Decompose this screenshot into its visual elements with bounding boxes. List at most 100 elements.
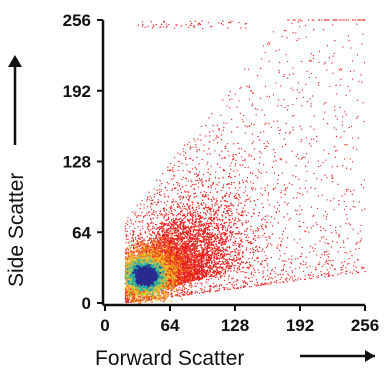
scatter-point bbox=[254, 108, 256, 110]
scatter-point bbox=[277, 244, 279, 246]
scatter-point bbox=[266, 245, 269, 247]
scatter-point bbox=[283, 281, 285, 283]
scatter-point bbox=[324, 102, 327, 104]
scatter-point bbox=[258, 284, 260, 286]
scatter-point bbox=[276, 247, 278, 250]
scatter-point bbox=[181, 288, 184, 290]
scatter-point bbox=[214, 276, 217, 278]
scatter-point bbox=[163, 209, 165, 211]
scatter-point bbox=[326, 213, 329, 216]
scatter-point bbox=[194, 282, 196, 284]
scatter-point bbox=[324, 261, 327, 263]
scatter-point bbox=[189, 218, 192, 220]
scatter-point bbox=[309, 265, 311, 267]
scatter-point bbox=[253, 274, 255, 276]
scatter-point bbox=[243, 280, 246, 282]
scatter-point bbox=[289, 131, 291, 133]
scatter-point bbox=[141, 221, 143, 223]
scatter-point bbox=[183, 205, 186, 208]
scatter-point bbox=[170, 236, 172, 238]
scatter-point bbox=[264, 279, 267, 281]
scatter-point bbox=[153, 210, 155, 212]
scatter-point bbox=[248, 266, 250, 269]
scatter-point bbox=[132, 234, 134, 236]
scatter-point bbox=[252, 247, 254, 249]
scatter-point bbox=[207, 273, 210, 276]
scatter-point bbox=[238, 258, 240, 260]
scatter-point bbox=[255, 246, 257, 248]
scatter-point bbox=[228, 275, 230, 278]
scatter-point bbox=[205, 180, 207, 182]
scatter-point bbox=[248, 268, 250, 270]
scatter-point bbox=[177, 169, 179, 172]
scatter-point bbox=[152, 222, 154, 224]
scatter-point bbox=[214, 290, 216, 292]
scatter-point bbox=[313, 138, 315, 140]
scatter-point bbox=[179, 226, 182, 228]
scatter-point bbox=[206, 231, 209, 234]
scatter-point bbox=[310, 138, 313, 141]
scatter-point bbox=[183, 288, 186, 290]
scatter-point bbox=[314, 269, 317, 271]
scatter-point bbox=[254, 271, 256, 273]
scatter-point bbox=[361, 81, 363, 83]
scatter-point bbox=[154, 223, 157, 226]
scatter-point bbox=[300, 158, 302, 160]
scatter-point bbox=[322, 215, 325, 217]
scatter-point bbox=[282, 238, 284, 240]
scatter-point bbox=[253, 148, 256, 150]
scatter-point bbox=[219, 200, 222, 202]
scatter-point bbox=[242, 261, 245, 264]
scatter-point bbox=[266, 184, 269, 186]
scatter-point bbox=[237, 243, 240, 245]
scatter-point bbox=[292, 126, 294, 128]
scatter-point bbox=[220, 189, 222, 192]
scatter-point bbox=[200, 290, 203, 292]
scatter-point bbox=[189, 24, 191, 27]
scatter-point bbox=[317, 275, 319, 277]
scatter-point bbox=[233, 236, 235, 238]
scatter-point bbox=[177, 203, 179, 205]
scatter-point bbox=[316, 254, 318, 256]
scatter-point bbox=[125, 222, 127, 225]
scatter-point bbox=[310, 126, 312, 128]
scatter-point bbox=[185, 177, 188, 180]
scatter-point bbox=[225, 192, 228, 195]
scatter-point bbox=[338, 235, 341, 237]
scatter-point bbox=[233, 284, 236, 286]
scatter-point bbox=[260, 282, 262, 285]
scatter-point bbox=[327, 250, 329, 252]
scatter-point bbox=[221, 260, 224, 263]
scatter-point bbox=[226, 122, 228, 124]
scatter-point bbox=[277, 99, 280, 101]
scatter-point bbox=[360, 19, 362, 21]
scatter-point bbox=[155, 234, 157, 236]
scatter-point bbox=[282, 233, 284, 236]
scatter-point bbox=[249, 241, 251, 244]
scatter-point bbox=[283, 260, 285, 262]
scatter-point bbox=[285, 260, 287, 262]
scatter-point bbox=[283, 98, 285, 101]
scatter-point bbox=[267, 142, 269, 145]
scatter-point bbox=[168, 169, 171, 172]
scatter-point bbox=[244, 271, 246, 274]
scatter-point bbox=[280, 269, 283, 272]
scatter-point bbox=[291, 150, 293, 152]
scatter-point bbox=[326, 254, 328, 256]
scatter-point bbox=[301, 89, 304, 91]
scatter-point bbox=[310, 187, 312, 189]
scatter-point bbox=[153, 25, 155, 28]
scatter-point bbox=[253, 269, 256, 271]
scatter-point bbox=[352, 200, 355, 202]
scatter-point bbox=[186, 212, 189, 215]
scatter-point bbox=[339, 225, 342, 228]
scatter-point bbox=[156, 192, 159, 194]
scatter-point bbox=[216, 209, 218, 212]
scatter-point bbox=[244, 186, 247, 188]
scatter-point bbox=[251, 105, 253, 107]
scatter-point bbox=[195, 175, 198, 178]
scatter-point bbox=[244, 285, 246, 287]
scatter-point bbox=[153, 227, 155, 229]
scatter-point bbox=[158, 191, 161, 193]
scatter-point bbox=[206, 264, 208, 267]
